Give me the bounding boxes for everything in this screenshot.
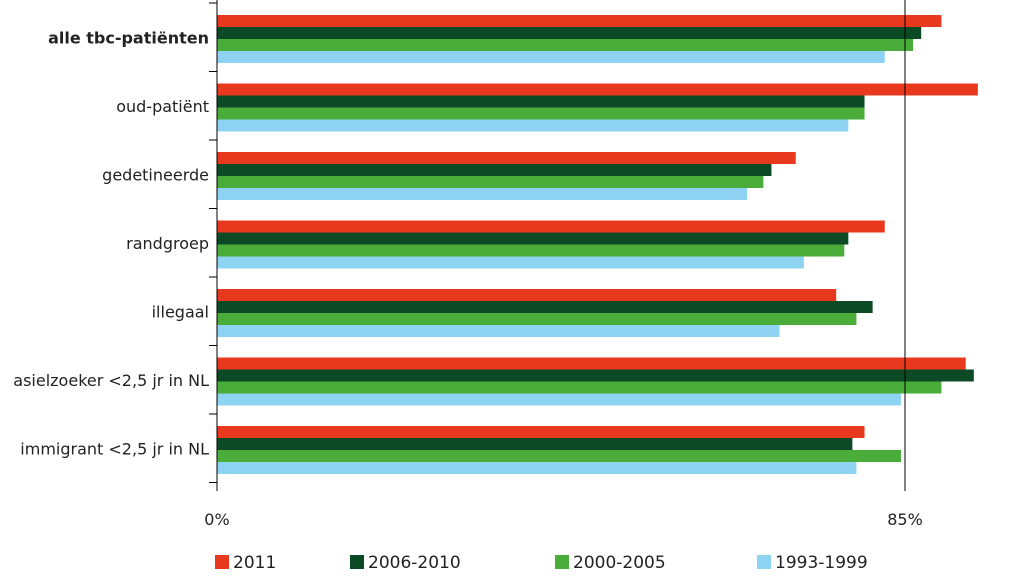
bar-2006-2010-3 bbox=[217, 232, 849, 245]
category-label: asielzoeker <2,5 jr in NL bbox=[13, 371, 209, 390]
bar-1993-1999-4 bbox=[217, 325, 780, 337]
bar-2006-2010-1 bbox=[217, 95, 865, 108]
bar-1993-1999-0 bbox=[217, 51, 885, 63]
bar-2000-2005-2 bbox=[217, 176, 764, 188]
bar-1993-1999-6 bbox=[217, 462, 857, 474]
category-label: illegaal bbox=[152, 302, 209, 321]
legend-swatch bbox=[350, 555, 364, 569]
bar-2011-0 bbox=[217, 15, 942, 27]
bar-2006-2010-0 bbox=[217, 27, 922, 39]
bar-1993-1999-1 bbox=[217, 119, 849, 132]
bar-2006-2010-6 bbox=[217, 438, 853, 450]
bar-2011-3 bbox=[217, 220, 885, 233]
bar-2011-4 bbox=[217, 289, 837, 301]
bar-2000-2005-1 bbox=[217, 107, 865, 120]
bar-2006-2010-4 bbox=[217, 301, 873, 313]
axes-group bbox=[209, 0, 906, 491]
bar-1993-1999-3 bbox=[217, 256, 804, 269]
x-tick-label: 0% bbox=[204, 510, 229, 529]
bar-2011-1 bbox=[217, 83, 978, 96]
bar-2000-2005-5 bbox=[217, 381, 942, 394]
bar-2000-2005-3 bbox=[217, 244, 845, 257]
legend: 2011 2006-2010 2000-2005 1993-1999 bbox=[215, 553, 868, 573]
category-labels: alle tbc-patiënten oud-patiënt gedetineerd… bbox=[13, 28, 209, 458]
tick-labels: 0% 85% bbox=[204, 510, 922, 529]
legend-label: 2000-2005 bbox=[573, 553, 666, 573]
category-label: gedetineerde bbox=[102, 165, 209, 184]
bar-2011-2 bbox=[217, 152, 796, 164]
bars-group bbox=[217, 15, 978, 474]
legend-label: 2011 bbox=[233, 553, 276, 573]
category-label: alle tbc-patiënten bbox=[48, 28, 209, 47]
bar-1993-1999-2 bbox=[217, 188, 748, 200]
category-label: randgroep bbox=[126, 234, 209, 253]
legend-label: 1993-1999 bbox=[775, 553, 868, 573]
category-label: oud-patiënt bbox=[116, 97, 209, 116]
legend-label: 2006-2010 bbox=[368, 553, 461, 573]
bar-2011-5 bbox=[217, 357, 966, 370]
bar-1993-1999-5 bbox=[217, 393, 901, 406]
bar-2006-2010-2 bbox=[217, 164, 772, 176]
bar-2000-2005-0 bbox=[217, 39, 914, 51]
category-label: immigrant <2,5 jr in NL bbox=[20, 439, 209, 458]
legend-swatch bbox=[215, 555, 229, 569]
bar-2000-2005-4 bbox=[217, 313, 857, 325]
legend-swatch bbox=[555, 555, 569, 569]
bar-2011-6 bbox=[217, 426, 865, 438]
bar-2006-2010-5 bbox=[217, 369, 974, 382]
legend-swatch bbox=[757, 555, 771, 569]
x-tick-label: 85% bbox=[887, 510, 923, 529]
bar-2000-2005-6 bbox=[217, 450, 901, 462]
